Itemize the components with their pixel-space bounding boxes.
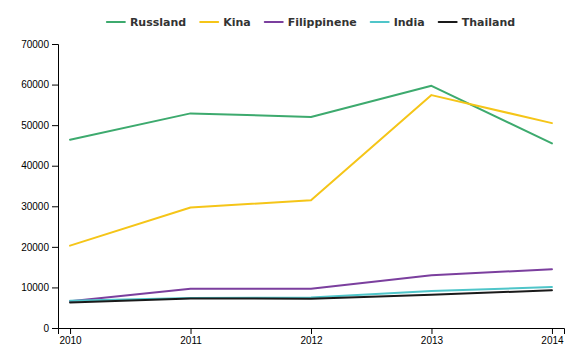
y-tick-label: 10000 [21, 282, 49, 293]
legend-swatch [439, 21, 457, 23]
legend: Russland Kina Filippinene India Thailand [107, 16, 515, 29]
y-tick-mark [52, 85, 58, 86]
y-tick-label: 0 [43, 323, 49, 334]
x-tick: 2010 [59, 328, 82, 346]
x-axis: 2010 2011 2012 2013 2014 [59, 328, 565, 346]
chart: 2010 2011 2012 2013 2014 0 10000 20000 30000 4000… [0, 0, 586, 358]
y-tick-label: 50000 [21, 120, 49, 131]
x-tick-label: 2012 [300, 335, 323, 346]
x-tick: 2014 [541, 328, 564, 346]
legend-swatch [265, 21, 283, 23]
x-tick-mark [311, 328, 312, 334]
legend-label: Thailand [462, 16, 515, 29]
y-axis-line [52, 45, 59, 329]
y-tick-mark [52, 44, 58, 45]
y-tick: 30000 [21, 201, 58, 212]
x-tick-mark [431, 328, 432, 334]
y-tick-mark [52, 166, 58, 167]
y-tick: 0 [43, 323, 58, 334]
series-line [70, 86, 552, 144]
legend-item: Russland [107, 16, 186, 29]
x-tick: 2011 [180, 328, 202, 346]
y-tick: 50000 [21, 120, 58, 131]
x-tick-mark [191, 328, 192, 334]
x-tick-mark [70, 328, 71, 334]
y-tick-label: 30000 [21, 201, 49, 212]
x-tick-label: 2013 [421, 335, 444, 346]
y-tick-label: 60000 [21, 79, 49, 90]
y-tick-mark [52, 247, 58, 248]
plot-area: 2010 2011 2012 2013 2014 0 10000 20000 30000 4000… [21, 39, 564, 346]
x-tick-label: 2014 [541, 335, 564, 346]
x-tick-mark [552, 328, 553, 334]
y-tick-mark [52, 287, 58, 288]
y-tick-mark [52, 125, 58, 126]
y-tick-label: 70000 [21, 39, 49, 50]
series-line [70, 95, 552, 246]
legend-item: Thailand [439, 16, 515, 29]
legend-swatch [200, 21, 218, 23]
legend-swatch [371, 21, 389, 23]
y-tick-label: 40000 [21, 160, 49, 171]
legend-swatch [107, 21, 125, 23]
x-tick-label: 2010 [59, 335, 82, 346]
x-axis-line [59, 329, 565, 335]
y-tick-label: 20000 [21, 242, 49, 253]
lines [70, 86, 552, 303]
legend-label: Kina [223, 16, 251, 29]
legend-item: India [371, 16, 425, 29]
y-tick: 40000 [21, 160, 58, 171]
legend-label: Filippinene [288, 16, 357, 29]
y-tick: 10000 [21, 282, 58, 293]
legend-item: Kina [200, 16, 251, 29]
x-tick: 2012 [300, 328, 323, 346]
series-line [70, 290, 552, 302]
y-tick: 60000 [21, 79, 58, 90]
y-tick: 20000 [21, 242, 58, 253]
y-axis: 0 10000 20000 30000 40000 50000 60000 70000 [21, 39, 58, 334]
y-tick-mark [52, 206, 58, 207]
legend-item: Filippinene [265, 16, 357, 29]
x-tick-label: 2011 [180, 335, 202, 346]
series-line [70, 269, 552, 301]
y-tick-mark [52, 328, 58, 329]
legend-label: Russland [130, 16, 186, 29]
x-tick: 2013 [421, 328, 444, 346]
y-tick: 70000 [21, 39, 58, 50]
legend-label: India [394, 16, 425, 29]
